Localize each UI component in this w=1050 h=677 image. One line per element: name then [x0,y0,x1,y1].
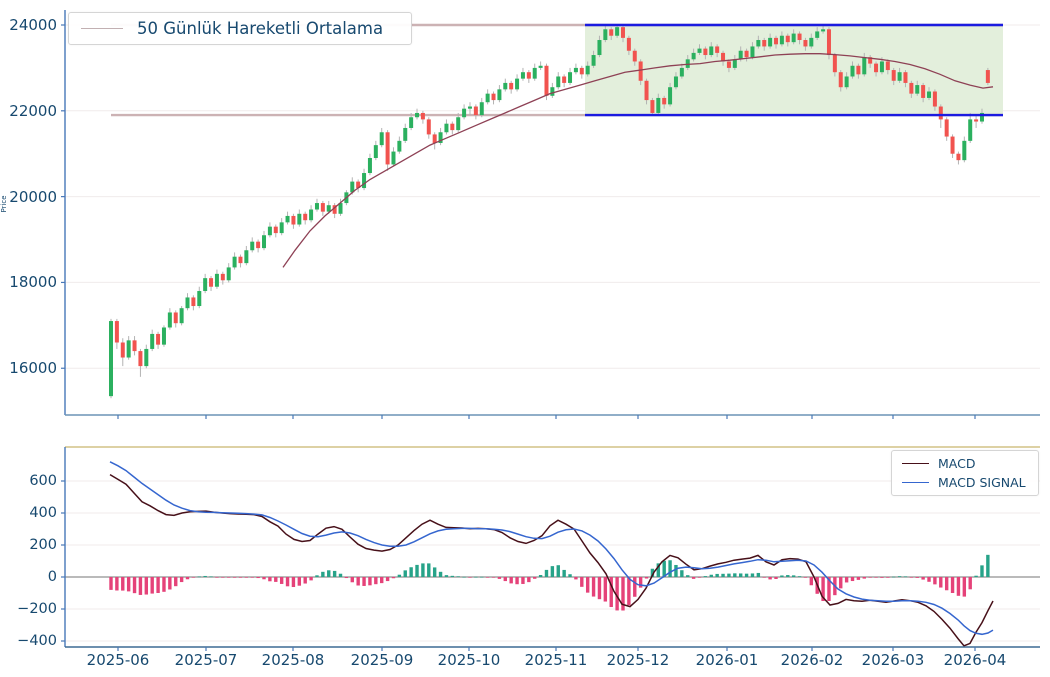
price-ytick-label: 20000 [9,187,57,206]
x-tick-label: 2025-10 [437,651,501,669]
macd-ytick-label: 400 [29,505,57,521]
price-ytick-label: 18000 [9,273,57,292]
price-ytick-label: 16000 [9,359,57,378]
ma-legend: 50 Günlük Hareketli Ortalama [68,12,412,45]
x-tick-label: 2026-01 [695,651,759,669]
macd-signal-legend-label: MACD SIGNAL [938,475,1026,490]
price-ytick-label: 22000 [9,101,57,120]
x-tick-label: 2025-12 [606,651,670,669]
x-tick-label: 2026-04 [943,651,1007,669]
macd-signal-line-icon [902,482,929,483]
macd-line-icon [902,463,929,464]
macd-signal-legend-row: MACD SIGNAL [902,475,1030,490]
macd-ytick-label: −200 [17,601,57,617]
macd-ytick-label: 0 [47,569,57,585]
ma-legend-line-icon [81,28,123,29]
x-tick-label: 2025-11 [524,651,588,669]
macd-ytick-label: −400 [17,633,57,649]
macd-ytick-label: 200 [29,537,57,553]
x-tick-label: 2025-08 [261,651,325,669]
macd-legend-row: MACD [902,456,1030,471]
ma-legend-label: 50 Günlük Hareketli Ortalama [137,19,384,38]
x-tick-label: 2025-06 [86,651,150,669]
x-tick-label: 2026-02 [780,651,844,669]
x-tick-label: 2026-03 [861,651,925,669]
macd-legend-label: MACD [938,456,976,471]
macd-ytick-label: 600 [29,473,57,489]
x-tick-label: 2025-09 [350,651,414,669]
macd-legend: MACD MACD SIGNAL [891,450,1039,496]
price-ytick-label: 24000 [9,16,57,34]
x-tick-label: 2025-07 [174,651,238,669]
